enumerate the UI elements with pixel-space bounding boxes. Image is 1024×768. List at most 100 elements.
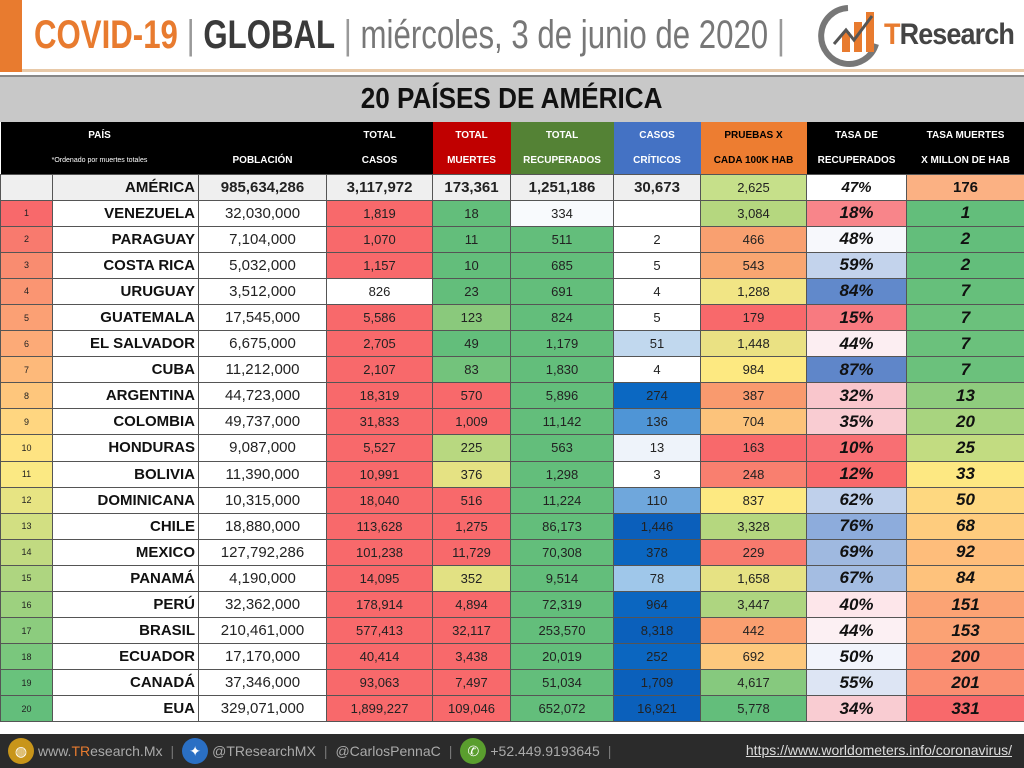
table-row: 16 PERÚ 32,362,000 178,914 4,894 72,319 964 3,4… bbox=[0, 590, 1024, 619]
total-casos: 3,117,972 bbox=[326, 173, 434, 201]
col-header-tasa-muertes: TASA MUERTES bbox=[906, 122, 1024, 148]
cell-rank: 7 bbox=[0, 356, 53, 384]
cell-pais: PARAGUAY bbox=[51, 225, 200, 253]
twitter-handle-2[interactable]: @CarlosPennaC bbox=[335, 743, 441, 759]
cell-criticos: 2 bbox=[613, 225, 702, 253]
cell-pruebas: 3,084 bbox=[700, 199, 808, 227]
cell-recuperados: 334 bbox=[510, 199, 615, 227]
cell-pais: EL SALVADOR bbox=[51, 330, 200, 358]
cell-pruebas: 179 bbox=[700, 303, 808, 332]
cell-muertes: 376 bbox=[432, 460, 512, 488]
cell-tasa-muertes: 33 bbox=[906, 460, 1024, 488]
cell-poblacion: 5,032,000 bbox=[198, 251, 328, 279]
sort-note: *Ordenado por muertes totales bbox=[0, 148, 199, 174]
cell-muertes: 49 bbox=[432, 330, 512, 358]
cell-poblacion: 11,390,000 bbox=[198, 460, 328, 488]
cell-recuperados: 1,830 bbox=[510, 356, 615, 384]
cell-criticos: 1,446 bbox=[613, 512, 702, 540]
cell-pais: PANAMÁ bbox=[51, 564, 200, 593]
cell-pruebas: 704 bbox=[700, 408, 808, 436]
cell-rank: 17 bbox=[0, 617, 53, 645]
cell-rank: 1 bbox=[0, 199, 53, 227]
cell-muertes: 225 bbox=[432, 434, 512, 462]
cell-recuperados: 20,019 bbox=[510, 643, 615, 671]
cell-tasa-rec: 32% bbox=[806, 382, 908, 410]
cell-poblacion: 7,104,000 bbox=[198, 225, 328, 253]
cell-tasa-rec: 12% bbox=[806, 460, 908, 488]
cell-poblacion: 49,737,000 bbox=[198, 408, 328, 436]
footer-separator: | bbox=[170, 743, 175, 759]
cell-casos: 2,705 bbox=[326, 330, 434, 358]
cell-tasa-muertes: 13 bbox=[906, 382, 1024, 410]
countries-table: PAÍS TOTAL TOTAL TOTAL CASOS PRUEBAS X T… bbox=[0, 122, 1024, 723]
cell-poblacion: 17,545,000 bbox=[198, 303, 328, 332]
cell-poblacion: 9,087,000 bbox=[198, 434, 328, 462]
title-global: GLOBAL bbox=[203, 13, 336, 57]
twitter-handle[interactable]: @TResearchMX bbox=[212, 743, 316, 759]
cell-tasa-muertes: 84 bbox=[906, 564, 1024, 593]
header-row-1: PAÍS TOTAL TOTAL TOTAL CASOS PRUEBAS X T… bbox=[0, 122, 1024, 148]
col-header-recuperados-2: RECUPERADOS bbox=[510, 148, 614, 174]
table-row: 3 COSTA RICA 5,032,000 1,157 10 685 5 543 59% 2 bbox=[0, 251, 1024, 279]
cell-tasa-muertes: 92 bbox=[906, 538, 1024, 566]
cell-pruebas: 3,447 bbox=[700, 590, 808, 619]
cell-poblacion: 18,880,000 bbox=[198, 512, 328, 540]
cell-muertes: 516 bbox=[432, 486, 512, 514]
cell-criticos: 1,709 bbox=[613, 669, 702, 697]
cell-poblacion: 3,512,000 bbox=[198, 277, 328, 305]
cell-pruebas: 3,328 bbox=[700, 512, 808, 540]
cell-rank: 20 bbox=[0, 695, 53, 723]
cell-tasa-muertes: 7 bbox=[906, 330, 1024, 358]
cell-muertes: 23 bbox=[432, 277, 512, 305]
table-row: 1 VENEZUELA 32,030,000 1,819 18 334 3,084 18% 1 bbox=[0, 199, 1024, 227]
cell-recuperados: 824 bbox=[510, 303, 615, 332]
cell-pais: PERÚ bbox=[51, 590, 200, 619]
cell-pais: GUATEMALA bbox=[51, 303, 200, 332]
cell-criticos: 78 bbox=[613, 564, 702, 593]
cell-tasa-rec: 69% bbox=[806, 538, 908, 566]
cell-tasa-rec: 15% bbox=[806, 303, 908, 332]
cell-pruebas: 442 bbox=[700, 617, 808, 645]
cell-tasa-muertes: 201 bbox=[906, 669, 1024, 697]
cell-rank: 15 bbox=[0, 564, 53, 593]
cell-pruebas: 4,617 bbox=[700, 669, 808, 697]
cell-rank: 10 bbox=[0, 434, 53, 462]
total-row: AMÉRICA 985,634,286 3,117,972 173,361 1,… bbox=[0, 173, 1024, 201]
cell-muertes: 7,497 bbox=[432, 669, 512, 697]
col-header-poblacion: POBLACIÓN bbox=[198, 148, 327, 174]
cell-rank: 2 bbox=[0, 225, 53, 253]
cell-pais: EUA bbox=[51, 695, 200, 723]
cell-tasa-rec: 44% bbox=[806, 330, 908, 358]
source-link[interactable]: https://www.worldometers.info/coronaviru… bbox=[745, 742, 1012, 758]
twitter-icon: ✦ bbox=[182, 738, 209, 764]
cell-tasa-muertes: 2 bbox=[906, 251, 1024, 279]
page-title: COVID-19 | GLOBAL | miércoles, 3 de juni… bbox=[34, 10, 785, 60]
cell-muertes: 32,117 bbox=[432, 617, 512, 645]
cell-tasa-muertes: 1 bbox=[906, 199, 1024, 227]
table-row: 5 GUATEMALA 17,545,000 5,586 123 824 5 179 15% 7 bbox=[0, 303, 1024, 332]
cell-rank: 13 bbox=[0, 512, 53, 540]
col-header-pais: PAÍS bbox=[0, 122, 199, 148]
cell-tasa-muertes: 68 bbox=[906, 512, 1024, 540]
cell-recuperados: 70,308 bbox=[510, 538, 615, 566]
cell-pruebas: 1,448 bbox=[700, 330, 808, 358]
cell-tasa-rec: 18% bbox=[806, 199, 908, 227]
cell-pruebas: 692 bbox=[700, 643, 808, 671]
website-link[interactable]: www.TResearch.Mx bbox=[38, 743, 163, 759]
cell-tasa-rec: 55% bbox=[806, 669, 908, 697]
table-row: 4 URUGUAY 3,512,000 826 23 691 4 1,288 84% 7 bbox=[0, 277, 1024, 305]
cell-muertes: 570 bbox=[432, 382, 512, 410]
cell-rank: 9 bbox=[0, 408, 53, 436]
table-row: 10 HONDURAS 9,087,000 5,527 225 563 13 163 10% 25 bbox=[0, 434, 1024, 462]
cell-poblacion: 10,315,000 bbox=[198, 486, 328, 514]
cell-tasa-rec: 59% bbox=[806, 251, 908, 279]
cell-tasa-rec: 34% bbox=[806, 695, 908, 723]
cell-casos: 1,157 bbox=[326, 251, 434, 279]
cell-muertes: 109,046 bbox=[432, 695, 512, 723]
header-bar: COVID-19 | GLOBAL | miércoles, 3 de juni… bbox=[0, 0, 1024, 72]
cell-pais: MEXICO bbox=[51, 538, 200, 566]
cell-casos: 14,095 bbox=[326, 564, 434, 593]
cell-recuperados: 652,072 bbox=[510, 695, 615, 723]
cell-muertes: 18 bbox=[432, 199, 512, 227]
cell-criticos: 51 bbox=[613, 330, 702, 358]
